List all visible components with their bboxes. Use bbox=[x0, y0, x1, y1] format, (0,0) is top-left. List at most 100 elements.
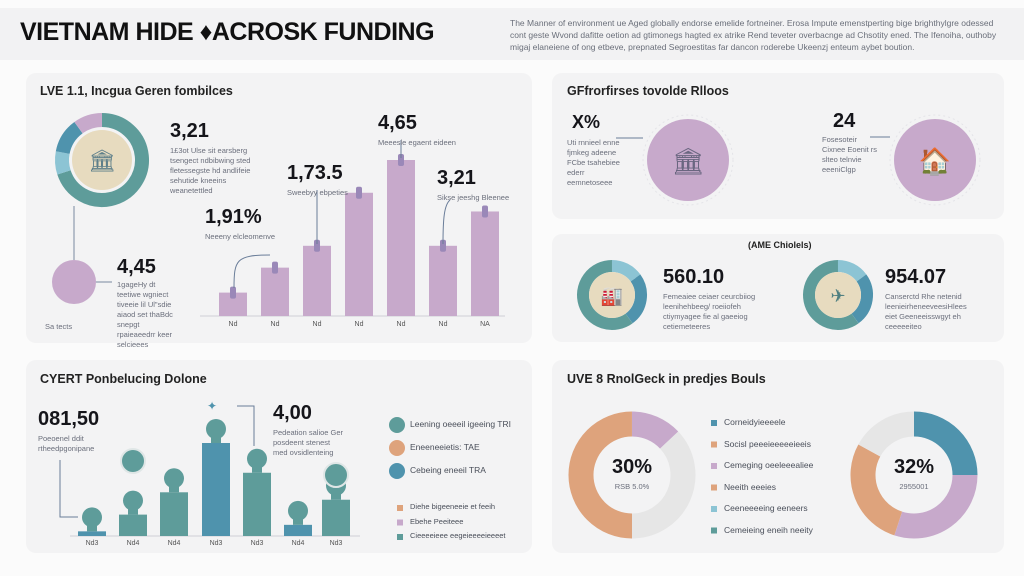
donut-value: 3,21 bbox=[170, 120, 209, 142]
x-tick-label: Nd3 bbox=[209, 540, 223, 547]
right-value: 24 bbox=[833, 110, 856, 132]
bar bbox=[202, 443, 230, 536]
legend-label: Ebehe Peeiteee bbox=[410, 516, 464, 526]
legend-label: Eneeneeietis: TAE bbox=[410, 442, 480, 452]
left-text: Femeaiee ceiaer ceurcbiiog leenihehbeeg/… bbox=[663, 292, 756, 331]
bar-marker bbox=[356, 186, 362, 199]
bar-marker bbox=[230, 286, 236, 299]
bar bbox=[219, 292, 247, 316]
stat-donut-slice bbox=[803, 260, 859, 330]
stat-donut-slice bbox=[611, 260, 641, 282]
building-icon: 🏛 bbox=[88, 148, 116, 173]
left-text: Uti rnnieel enne fjmkeg adeene FCbe tsah… bbox=[567, 138, 620, 187]
factory-icon: 🏭 bbox=[601, 286, 623, 306]
x-tick-label: Nd3 bbox=[250, 540, 264, 547]
person-icon bbox=[206, 419, 226, 439]
breakdown-donut-slice bbox=[894, 474, 978, 539]
legend-label: Cemeieing eneih neeity bbox=[724, 524, 813, 535]
bar-value-text: Poeoenel ddit rtheedpgonipane bbox=[38, 434, 95, 453]
donut-center-label: 32% bbox=[893, 456, 935, 478]
bar-value-label: 1,91% bbox=[205, 206, 262, 228]
bar bbox=[243, 472, 271, 536]
stat-donut-slice bbox=[625, 274, 647, 324]
legend-swatch bbox=[397, 505, 403, 511]
bar-marker bbox=[482, 205, 488, 218]
bar-value-label: 1,73.5 bbox=[287, 162, 343, 184]
circle-label: Sa tects bbox=[45, 322, 73, 331]
legend-swatch bbox=[711, 506, 717, 512]
ring bbox=[642, 114, 734, 206]
x-tick-label: Nd bbox=[396, 321, 406, 328]
purple-circle bbox=[894, 119, 976, 201]
legend-label: Diehe bigeeneeie et feeih bbox=[410, 502, 496, 511]
person-icon bbox=[82, 507, 102, 528]
bar bbox=[119, 514, 147, 536]
breakdown-donut-slice bbox=[568, 411, 633, 539]
progress-donut-slice bbox=[55, 121, 83, 155]
house-icon: 🏠 bbox=[919, 146, 951, 176]
bar bbox=[322, 499, 350, 536]
progress-donut-slice bbox=[74, 113, 103, 134]
circle-value: 4,45 bbox=[117, 256, 156, 278]
breakdown-donut-slice bbox=[913, 411, 978, 476]
right-text: Fosesoteir Cixnee Eoenit rs slteo telnvi… bbox=[822, 135, 878, 174]
bar-value-text: Sikse jeeshg Bleenee bbox=[437, 193, 510, 202]
purple-circle bbox=[647, 119, 729, 201]
legend-label: Ceeneeeeing eeneers bbox=[724, 503, 808, 513]
legend-label: Cemeging oeeleeealiee bbox=[724, 460, 814, 470]
bar bbox=[303, 245, 331, 316]
x-tick-label: Nd3 bbox=[329, 540, 343, 547]
progress-donut-slice bbox=[57, 113, 149, 207]
legend-dot bbox=[389, 463, 405, 479]
breakdown-donut-slice bbox=[631, 431, 696, 539]
panel-title: LVE 1.1, Incgua Geren fombilces bbox=[40, 84, 233, 98]
plane-icon: ✈ bbox=[830, 286, 845, 306]
panel-title: UVE 8 RnolGeck in predjes Bouls bbox=[567, 372, 766, 386]
badge-icon bbox=[120, 448, 146, 474]
badge-icon bbox=[323, 462, 349, 488]
bar-value-label: 4,00 bbox=[273, 402, 312, 424]
legend-swatch bbox=[711, 463, 717, 469]
right-value: 954.07 bbox=[885, 266, 947, 288]
x-tick-label: Nd bbox=[228, 321, 238, 328]
annotation-arrow bbox=[59, 460, 78, 518]
bar bbox=[284, 524, 312, 536]
stat-donut-slice bbox=[837, 260, 867, 282]
x-tick-label: Nd3 bbox=[85, 540, 99, 547]
legend-label: Corneidyieeeele bbox=[724, 417, 786, 427]
x-tick-label: Nd4 bbox=[291, 540, 305, 547]
annotation-arrow bbox=[442, 199, 451, 245]
donut-center bbox=[815, 272, 861, 318]
breakdown-donut-slice bbox=[631, 411, 679, 450]
x-tick-label: Nd bbox=[438, 321, 448, 328]
person-icon-neck bbox=[128, 508, 138, 515]
legend-dot bbox=[389, 417, 405, 433]
donut-center bbox=[72, 130, 132, 190]
donut-center-sub: 2955001 bbox=[899, 482, 929, 491]
legend-label: Leening oeeeil igeeing TRI bbox=[410, 419, 511, 429]
breakdown-donut-slice bbox=[850, 444, 903, 536]
bar-value-text: Pedeation salioe Ger posdeent stenest me… bbox=[273, 428, 344, 457]
bar bbox=[387, 160, 415, 316]
right-text: Canserctd Rhe netenid leenieirheneeveesi… bbox=[885, 292, 967, 331]
panel-title: (AME Chiolels) bbox=[748, 240, 812, 250]
legend-label: Neeith eeeies bbox=[724, 481, 776, 492]
purple-circle bbox=[52, 260, 96, 304]
person-icon bbox=[123, 490, 143, 511]
annotation-arrow bbox=[233, 254, 271, 289]
bar bbox=[261, 267, 289, 316]
panel-title: CYERT Ponbelucing Dolone bbox=[40, 372, 207, 386]
intro-text: The Manner of environment ue Aged global… bbox=[510, 18, 997, 52]
sparkle-icon: ✦ bbox=[207, 399, 217, 413]
page-title: VIETNAM HIDE ♦ACROSK FUNDING bbox=[20, 18, 435, 46]
bar-value-text: Neeeny elcleomenve bbox=[205, 232, 276, 241]
bar-marker bbox=[272, 261, 278, 274]
panel-title: GFfrorfirses tovolde Rlloos bbox=[567, 84, 729, 98]
legend-swatch bbox=[711, 527, 717, 534]
person-icon bbox=[288, 500, 308, 521]
bar-marker bbox=[314, 239, 320, 252]
bank-icon: 🏛 bbox=[671, 146, 704, 176]
donut-center-label: 30% bbox=[611, 456, 653, 478]
bar bbox=[471, 211, 499, 316]
